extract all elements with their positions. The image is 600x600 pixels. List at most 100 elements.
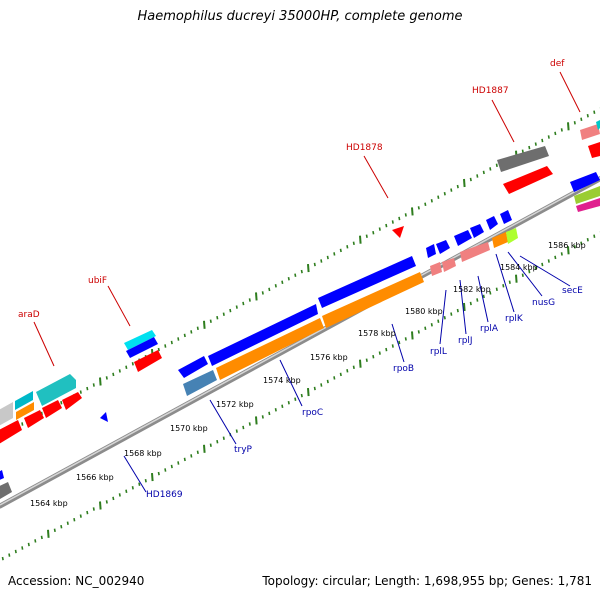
outer-tick	[424, 202, 427, 207]
outer-tick	[404, 213, 407, 217]
gene-block[interactable]	[36, 374, 76, 406]
gene-label-rpoc[interactable]: rpoC	[302, 408, 323, 418]
gene-arrow[interactable]	[503, 166, 553, 194]
gene-label-hd1878[interactable]: HD1878	[346, 143, 383, 153]
scale-label: 1568 kbp	[124, 449, 162, 458]
outer-tick	[365, 234, 368, 238]
gene-label-tryp[interactable]: tryP	[234, 445, 253, 455]
outer-tick	[528, 145, 531, 150]
gene-arrow[interactable]	[24, 410, 44, 428]
gene-arrow[interactable]	[318, 256, 416, 308]
inner-tick	[547, 259, 550, 263]
scale-labels: 1564 kbp 1566 kbp 1568 kbp 1570 kbp 1572…	[30, 241, 586, 508]
inner-tick	[222, 436, 225, 440]
outer-tick	[554, 131, 557, 136]
outer-tick	[209, 319, 212, 323]
gene-label-def[interactable]: def	[550, 59, 565, 69]
gene-block[interactable]	[596, 120, 600, 130]
label-leaders	[33, 71, 581, 493]
gene-label-hd1869[interactable]: HD1869	[146, 490, 183, 500]
gene-arrow[interactable]	[500, 210, 512, 224]
outer-tick	[521, 149, 524, 153]
gene-block[interactable]	[492, 232, 508, 248]
outer-tick	[164, 344, 167, 348]
inner-tick	[216, 439, 219, 444]
gene-arrow[interactable]	[100, 412, 108, 422]
gene-label-rpob[interactable]: rpoB	[393, 364, 414, 374]
gene-block[interactable]	[183, 370, 217, 396]
outer-tick	[86, 386, 89, 391]
gene-arrow[interactable]	[588, 142, 600, 158]
inner-tick	[482, 294, 485, 299]
gene-block[interactable]	[497, 146, 549, 172]
outer-tick	[118, 369, 121, 373]
gene-arrow[interactable]	[208, 304, 318, 366]
gene-block[interactable]	[15, 391, 33, 410]
gene-arrow[interactable]	[454, 230, 472, 246]
inner-tick	[1, 556, 4, 561]
gene-block[interactable]	[442, 258, 456, 272]
gene-arrow[interactable]	[470, 224, 484, 238]
gene-arrow[interactable]	[134, 350, 162, 372]
gene-label-rpll[interactable]: rplL	[430, 347, 447, 357]
inner-tick	[183, 457, 186, 462]
inner-tick	[274, 408, 277, 412]
outer-tick	[586, 113, 589, 118]
gene-arrow[interactable]	[392, 226, 404, 238]
outer-tick	[242, 301, 245, 306]
gene-block[interactable]	[16, 402, 34, 420]
gene-block[interactable]	[580, 124, 600, 140]
outer-tick	[450, 188, 453, 192]
inner-tick	[151, 473, 154, 482]
gene-label-rpla[interactable]: rplA	[480, 324, 499, 334]
gene-arrow[interactable]	[0, 420, 22, 446]
outer-tick	[281, 280, 284, 285]
outer-tick	[398, 216, 401, 221]
outer-tick	[112, 372, 115, 377]
gene-arrow[interactable]	[42, 400, 62, 418]
gene-arrow[interactable]	[486, 216, 498, 230]
gene-arrow[interactable]	[126, 337, 158, 358]
outer-tick	[437, 195, 440, 199]
inner-tick	[281, 404, 284, 409]
inner-tick	[404, 337, 407, 341]
gene-block[interactable]	[460, 242, 490, 262]
inner-tick	[424, 326, 427, 331]
gene-block[interactable]	[506, 228, 518, 244]
gene-label-ubif[interactable]: ubiF	[88, 276, 107, 286]
outer-tick	[261, 291, 264, 295]
gene-arrow[interactable]	[178, 356, 208, 378]
gene-arrow[interactable]	[436, 240, 450, 254]
gene-block[interactable]	[574, 186, 600, 204]
gene-arrow[interactable]	[62, 392, 82, 410]
inner-tick	[255, 416, 258, 425]
inner-tick	[586, 237, 589, 242]
gene-arrow[interactable]	[570, 172, 600, 192]
gene-block[interactable]	[576, 198, 600, 212]
scale-label: 1574 kbp	[263, 376, 301, 385]
inner-tick	[209, 443, 212, 447]
gene-arrow[interactable]	[216, 318, 324, 380]
gene-label-arad[interactable]: araD	[18, 310, 40, 320]
gene-block[interactable]	[430, 262, 442, 276]
gene-block[interactable]	[0, 482, 12, 502]
gene-label-hd1887[interactable]: HD1887	[472, 86, 509, 96]
gene-label-sece[interactable]: secE	[562, 286, 583, 296]
gene-label-nusg[interactable]: nusG	[532, 298, 555, 308]
outer-tick	[463, 178, 466, 188]
outer-tick	[411, 207, 414, 216]
gene-label-rplj[interactable]: rplJ	[458, 336, 473, 346]
gene-block[interactable]	[124, 330, 156, 350]
gene-arrow[interactable]	[426, 244, 436, 258]
outer-tick	[203, 320, 206, 329]
inner-tick	[508, 280, 511, 284]
outer-tick	[346, 245, 349, 249]
gene-arrow[interactable]	[322, 272, 424, 328]
gene-arrow[interactable]	[0, 470, 4, 482]
outer-tick	[534, 142, 537, 146]
gene-label-rplk[interactable]: rplK	[505, 314, 524, 324]
gene-block[interactable]	[0, 402, 13, 428]
inner-tick	[359, 359, 362, 368]
